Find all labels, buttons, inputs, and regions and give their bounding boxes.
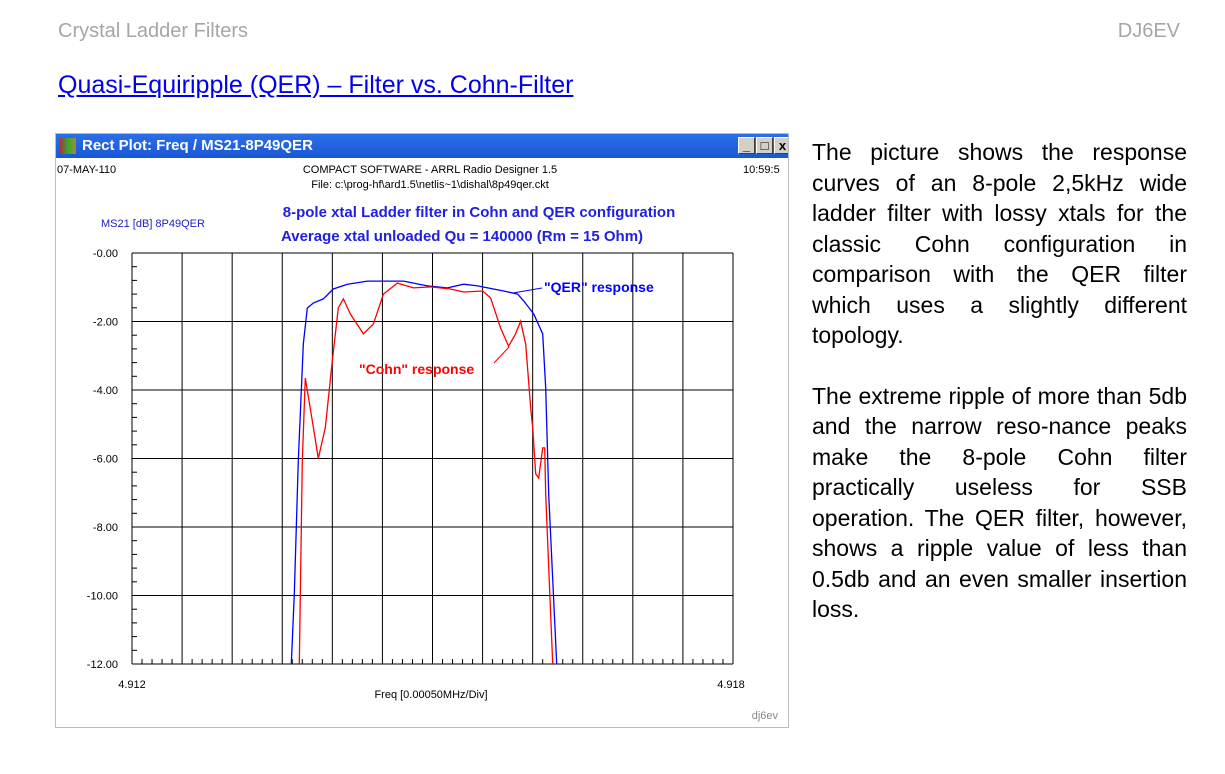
y-tick-label: -8.00 [93, 522, 118, 534]
x-tick-label: 4.918 [717, 679, 745, 691]
plot-file: File: c:\prog-hf\ard1.5\netlis~1\dishal\… [311, 179, 549, 191]
chart-title: 8-pole xtal Ladder filter in Cohn and QE… [283, 204, 676, 221]
chart-subtitle: Average xtal unloaded Qu = 140000 (Rm = … [281, 228, 643, 245]
description: The picture shows the response curves of… [812, 137, 1187, 655]
qer-leader-line [512, 287, 543, 294]
header-right: DJ6EV [1117, 20, 1180, 42]
header-left: Crystal Ladder Filters [58, 20, 249, 42]
y-tick-label: -4.00 [93, 385, 118, 397]
y-tick-label: -10.00 [87, 591, 118, 603]
window-titlebar[interactable]: Rect Plot: Freq / MS21-8P49QER _ □ x [56, 134, 788, 158]
y-tick-label: -0.00 [93, 248, 118, 260]
maximize-button[interactable]: □ [756, 137, 773, 154]
app-icon [60, 138, 76, 154]
x-axis-label: Freq [0.00050MHz/Div] [374, 689, 487, 701]
x-tick-label: 4.912 [118, 679, 146, 691]
y-tick-label: -6.00 [93, 454, 118, 466]
y-tick-label: -2.00 [93, 317, 118, 329]
qer-annotation: "QER" response [544, 279, 654, 295]
close-button[interactable]: x [774, 137, 788, 154]
page-title-link[interactable]: Quasi-Equiripple (QER) – Filter vs. Cohn… [58, 71, 574, 99]
plot-window: Rect Plot: Freq / MS21-8P49QER _ □ x 07-… [55, 133, 789, 728]
watermark: dj6ev [752, 710, 779, 722]
y-tick-label: -12.00 [87, 659, 118, 671]
cohn-leader-line [493, 346, 510, 364]
y-axis-label: MS21 [dB] 8P49QER [101, 218, 205, 230]
plot-time: 10:59:5 [743, 164, 780, 176]
qer-curve [290, 280, 558, 665]
paragraph: The picture shows the response curves of… [812, 139, 1187, 348]
cohn-annotation: "Cohn" response [359, 361, 474, 377]
plot-svg: 07-MAY-110 COMPACT SOFTWARE - ARRL Radio… [57, 164, 780, 722]
cohn-curve [298, 282, 554, 665]
minimize-button[interactable]: _ [738, 137, 755, 154]
window-title: Rect Plot: Freq / MS21-8P49QER [82, 137, 313, 154]
plot-software: COMPACT SOFTWARE - ARRL Radio Designer 1… [303, 164, 557, 176]
paragraph: The extreme ripple of more than 5db and … [812, 382, 1187, 623]
plot-date: 07-MAY-110 [57, 164, 116, 176]
